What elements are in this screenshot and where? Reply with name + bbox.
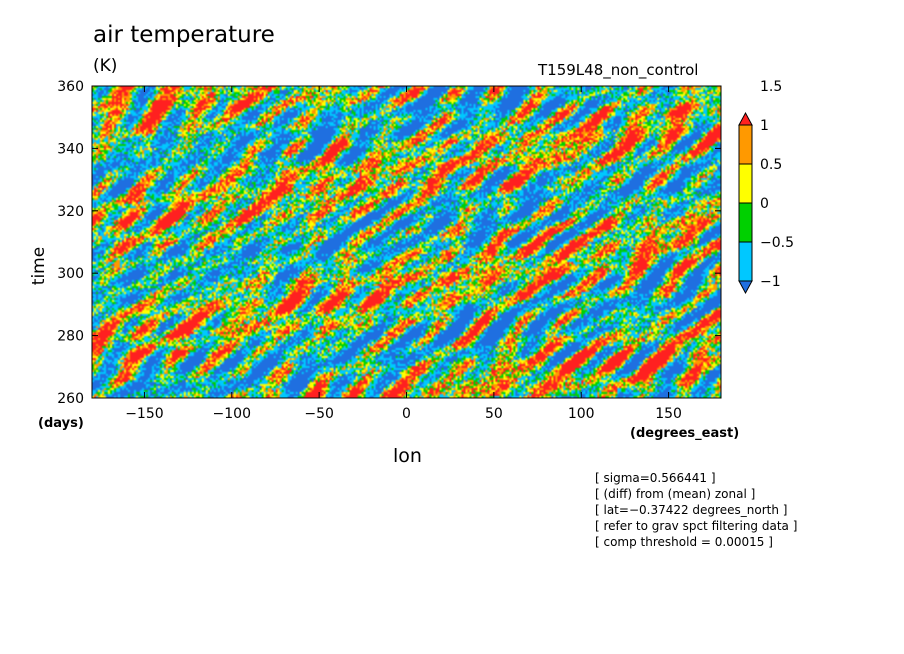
- y-tick-label: 260: [57, 391, 84, 407]
- x-tick-label: 100: [568, 406, 595, 422]
- y-tick-label: 340: [57, 141, 84, 157]
- annotation-line: [ sigma=0.566441 ]: [595, 471, 716, 485]
- annotation-line: [ refer to grav spct filtering data ]: [595, 519, 798, 533]
- x-axis-unit: (degrees_east): [630, 426, 740, 441]
- y-tick-label: 280: [57, 329, 84, 345]
- chart-title: air temperature: [93, 22, 275, 48]
- x-tick-label: −50: [304, 406, 334, 422]
- x-tick-label: −100: [213, 406, 251, 422]
- annotation-line: [ (diff) from (mean) zonal ]: [595, 487, 756, 501]
- colorbar-segment: [738, 111, 753, 126]
- colorbar-label: 1.5: [760, 79, 782, 95]
- y-axis-unit: (days): [38, 416, 84, 431]
- annotation-line: [ comp threshold = 0.00015 ]: [595, 535, 773, 549]
- colorbar-label: −0.5: [760, 235, 794, 251]
- y-tick-label: 300: [57, 266, 84, 282]
- chart-units: (K): [93, 56, 118, 76]
- x-tick-label: 150: [655, 406, 682, 422]
- x-tick-label: 0: [402, 406, 411, 422]
- colorbar-label: 0: [760, 196, 769, 212]
- colorbar-segment: [738, 280, 753, 295]
- annotation-line: [ lat=−0.37422 degrees_north ]: [595, 503, 788, 517]
- colorbar-label: 1: [760, 118, 769, 134]
- y-tick-label: 360: [57, 79, 84, 95]
- heatmap-field: [92, 86, 721, 398]
- colorbar-segment: [738, 163, 753, 204]
- x-tick-label: −150: [125, 406, 163, 422]
- colorbar-label: 0.5: [760, 157, 782, 173]
- colorbar-segment: [738, 202, 753, 243]
- y-tick-label: 320: [57, 204, 84, 220]
- colorbar-segment: [738, 241, 753, 282]
- colorbar-segment: [738, 124, 753, 165]
- x-axis-label: lon: [393, 445, 422, 467]
- annotation-block: [ sigma=0.566441 ] [ (diff) from (mean) …: [595, 470, 797, 550]
- x-tick-label: 50: [485, 406, 503, 422]
- colorbar-label: −1: [760, 274, 781, 290]
- run-name-label: T159L48_non_control: [538, 61, 699, 79]
